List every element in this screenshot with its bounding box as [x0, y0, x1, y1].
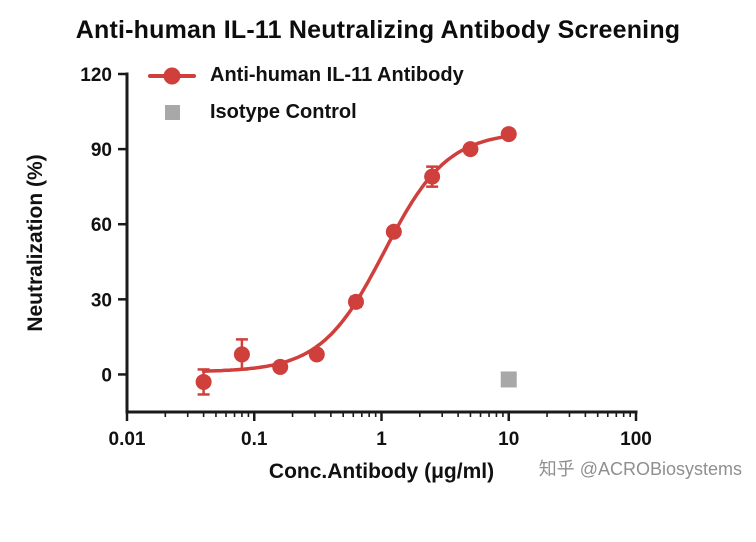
- svg-text:120: 120: [80, 65, 112, 86]
- watermark: 知乎 @ACROBiosystems: [538, 459, 742, 479]
- svg-text:Neutralization (%): Neutralization (%): [24, 154, 47, 331]
- svg-text:90: 90: [91, 140, 112, 161]
- svg-text:100: 100: [620, 429, 652, 450]
- red-circle-marker-icon: [148, 65, 196, 87]
- svg-text:0.01: 0.01: [109, 429, 146, 450]
- legend-item-isotype: Isotype Control: [148, 94, 464, 131]
- chart-title: Anti-human IL-11 Neutralizing Antibody S…: [75, 16, 681, 44]
- legend-label-isotype: Isotype Control: [210, 101, 357, 123]
- svg-text:10: 10: [498, 429, 519, 450]
- svg-text:30: 30: [91, 290, 112, 311]
- gray-square-marker-icon: [148, 102, 196, 124]
- svg-text:Conc.Antibody (μg/ml): Conc.Antibody (μg/ml): [269, 460, 494, 483]
- svg-text:0.1: 0.1: [241, 429, 268, 450]
- chart-legend: Anti-human IL-11 Antibody Isotype Contro…: [148, 57, 464, 131]
- chart-area: 0 30 60 90 120 0.01 0.1 1 10 100 Conc.Antibody (μg…: [0, 47, 756, 493]
- dose-response-plot: 0 30 60 90 120 0.01 0.1 1 10 100 Conc.Antibody (μg…: [24, 65, 652, 483]
- legend-item-antibody: Anti-human IL-11 Antibody: [148, 57, 464, 94]
- svg-text:60: 60: [91, 215, 112, 236]
- svg-text:1: 1: [376, 429, 387, 450]
- svg-text:0: 0: [101, 365, 112, 386]
- legend-label-antibody: Anti-human IL-11 Antibody: [210, 64, 464, 86]
